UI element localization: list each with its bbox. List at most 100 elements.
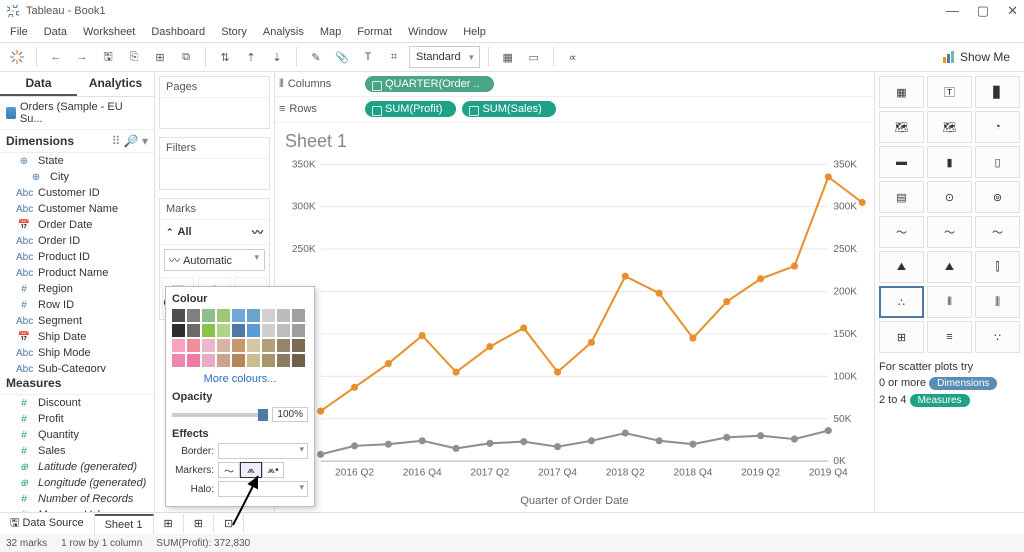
datasource-tab[interactable]: 🖫 Data Source [0, 511, 95, 536]
colour-swatch[interactable] [247, 309, 260, 322]
colour-swatch[interactable] [187, 309, 200, 322]
dashboard-button[interactable]: ▭ [523, 46, 545, 68]
colour-swatch[interactable] [232, 324, 245, 337]
colour-swatch[interactable] [217, 309, 230, 322]
colour-swatch[interactable] [277, 324, 290, 337]
colour-swatch[interactable] [262, 339, 275, 352]
field-sub-category[interactable]: AbcSub-Category [0, 361, 154, 372]
viz-option-14[interactable]: 〜 [975, 216, 1020, 248]
field-discount[interactable]: #Discount [0, 395, 154, 411]
menu-format[interactable]: Format [357, 26, 392, 38]
viz-option-3[interactable]: 🗺 [879, 111, 924, 143]
viz-option-4[interactable]: 🗺 [927, 111, 972, 143]
chart-area[interactable]: 0K0K50K50K100K100K150K150K200K200K250K25… [275, 154, 874, 512]
colour-swatch[interactable] [292, 324, 305, 337]
marks-all-row[interactable]: ⌃All 〰 [160, 220, 269, 245]
colour-swatch[interactable] [277, 354, 290, 367]
viz-option-6[interactable]: ▬ [879, 146, 924, 178]
colour-swatch[interactable] [247, 339, 260, 352]
viz-option-21[interactable]: ⊞ [879, 321, 924, 353]
markers-all-button[interactable]: ⩕• [262, 462, 284, 478]
mark-type-dropdown[interactable]: 〰 Automatic [164, 249, 265, 271]
viz-option-1[interactable]: 🅃 [927, 76, 972, 108]
data-tab[interactable]: Data [0, 72, 77, 96]
menu-file[interactable]: File [10, 26, 28, 38]
colour-swatch[interactable] [187, 324, 200, 337]
field-latitude-generated-[interactable]: ⊕Latitude (generated) [0, 459, 154, 475]
datasource-row[interactable]: Orders (Sample - EU Su... [0, 97, 154, 130]
group-button[interactable]: 📎 [331, 46, 353, 68]
menu-analysis[interactable]: Analysis [263, 26, 304, 38]
menu-story[interactable]: Story [221, 26, 247, 38]
viz-option-19[interactable]: ⫴ [927, 286, 972, 318]
colour-swatch[interactable] [277, 339, 290, 352]
viz-option-11[interactable]: ⊚ [975, 181, 1020, 213]
field-segment[interactable]: AbcSegment [0, 313, 154, 329]
window-minimize-button[interactable]: — [946, 3, 959, 19]
save-button[interactable]: 🖫 [97, 46, 119, 68]
menu-dashboard[interactable]: Dashboard [151, 26, 205, 38]
viz-option-16[interactable]: ⛰ [927, 251, 972, 283]
show-labels-button[interactable]: ⌗ [383, 46, 405, 68]
presentation-button[interactable]: ▦ [497, 46, 519, 68]
field-product-id[interactable]: AbcProduct ID [0, 249, 154, 265]
markers-none-button[interactable]: 〜 [218, 462, 240, 478]
halo-dropdown[interactable] [218, 481, 308, 497]
colour-swatch[interactable] [232, 354, 245, 367]
colour-swatch[interactable] [172, 354, 185, 367]
field-row-id[interactable]: #Row ID [0, 297, 154, 313]
field-city[interactable]: ⊕City [0, 169, 154, 185]
viz-option-18[interactable]: ∴ [879, 286, 924, 318]
colour-swatch[interactable] [277, 309, 290, 322]
field-region[interactable]: #Region [0, 281, 154, 297]
markers-on-button[interactable]: ⩕ [240, 462, 262, 478]
colour-swatch[interactable] [202, 309, 215, 322]
undo-button[interactable]: ← [45, 46, 67, 68]
viz-option-17[interactable]: ⫿ [975, 251, 1020, 283]
colour-swatch[interactable] [202, 339, 215, 352]
colour-swatch[interactable] [202, 324, 215, 337]
colour-swatch[interactable] [262, 354, 275, 367]
colour-swatch[interactable] [187, 339, 200, 352]
colour-swatch[interactable] [232, 309, 245, 322]
new-worksheet-tab[interactable]: ⊞ [154, 514, 184, 533]
colour-swatch[interactable] [262, 324, 275, 337]
rows-shelf[interactable]: ≡Rows SUM(Profit)SUM(Sales) [275, 97, 874, 122]
text-button[interactable]: T [357, 46, 379, 68]
menu-data[interactable]: Data [44, 26, 67, 38]
viz-option-0[interactable]: ▦ [879, 76, 924, 108]
field-number-of-records[interactable]: #Number of Records [0, 491, 154, 507]
more-colours-link[interactable]: More colours... [172, 373, 308, 385]
field-customer-id[interactable]: AbcCustomer ID [0, 185, 154, 201]
field-ship-date[interactable]: 📅Ship Date [0, 329, 154, 345]
new-story-tab[interactable]: ⊡ [214, 514, 244, 533]
colour-swatch[interactable] [172, 339, 185, 352]
pill-sum-profit-[interactable]: SUM(Profit) [365, 101, 456, 117]
colour-swatch[interactable] [217, 339, 230, 352]
pill-sum-sales-[interactable]: SUM(Sales) [462, 101, 555, 117]
analytics-tab[interactable]: Analytics [77, 72, 154, 96]
field-profit[interactable]: #Profit [0, 411, 154, 427]
share-button[interactable]: ∝ [562, 46, 584, 68]
sheet-title[interactable]: Sheet 1 [275, 123, 874, 154]
field-state[interactable]: ⊕State [0, 153, 154, 169]
colour-swatch[interactable] [172, 309, 185, 322]
viz-option-10[interactable]: ⊙ [927, 181, 972, 213]
new-datasource-button[interactable]: ⎘ [123, 46, 145, 68]
tableau-logo-icon[interactable] [6, 46, 28, 68]
field-order-date[interactable]: 📅Order Date [0, 217, 154, 233]
redo-button[interactable]: → [71, 46, 93, 68]
viz-option-8[interactable]: ▯ [975, 146, 1020, 178]
sheet-tab[interactable]: Sheet 1 [95, 514, 154, 534]
viz-option-7[interactable]: ▮ [927, 146, 972, 178]
colour-swatch[interactable] [262, 309, 275, 322]
pages-shelf[interactable]: Pages [159, 76, 270, 129]
window-maximize-button[interactable]: ▢ [977, 3, 989, 19]
filters-shelf[interactable]: Filters [159, 137, 270, 190]
viz-option-20[interactable]: ⫼ [975, 286, 1020, 318]
field-customer-name[interactable]: AbcCustomer Name [0, 201, 154, 217]
menu-worksheet[interactable]: Worksheet [83, 26, 135, 38]
viz-option-13[interactable]: 〜 [927, 216, 972, 248]
sort-desc-button[interactable]: ⇣ [266, 46, 288, 68]
border-dropdown[interactable] [218, 443, 308, 459]
